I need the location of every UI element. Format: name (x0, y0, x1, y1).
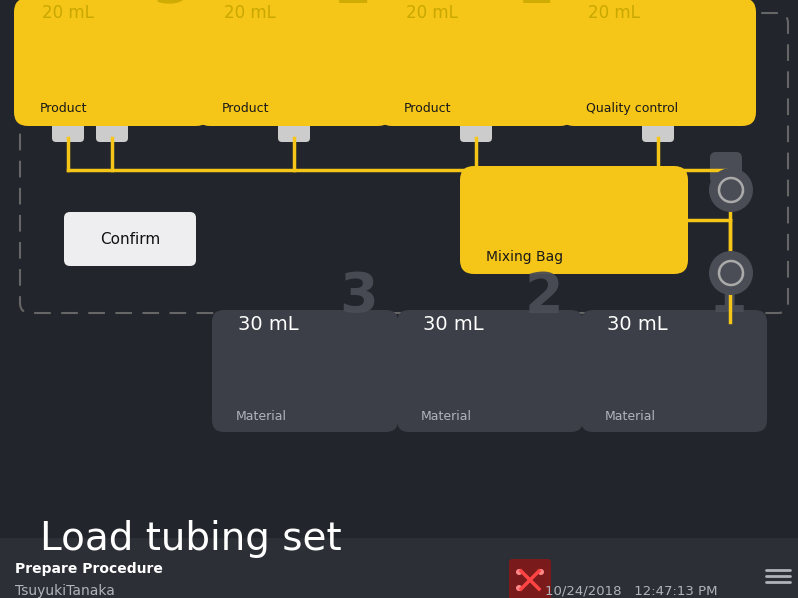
Text: Confirm: Confirm (100, 231, 160, 246)
Text: 30 mL: 30 mL (238, 315, 298, 334)
FancyBboxPatch shape (0, 538, 798, 598)
FancyBboxPatch shape (581, 310, 767, 432)
FancyBboxPatch shape (278, 120, 310, 142)
Circle shape (538, 569, 544, 575)
Text: Load tubing set: Load tubing set (40, 520, 342, 558)
FancyBboxPatch shape (560, 0, 756, 126)
Text: TsuyukiTanaka: TsuyukiTanaka (15, 584, 115, 598)
Text: 10/24/2018   12:47:13 PM: 10/24/2018 12:47:13 PM (545, 584, 717, 597)
Text: Product: Product (40, 102, 88, 115)
Text: 30 mL: 30 mL (423, 315, 484, 334)
Text: Material: Material (236, 410, 287, 423)
Text: Product: Product (222, 102, 270, 115)
FancyBboxPatch shape (96, 120, 128, 142)
Text: 30 mL: 30 mL (607, 315, 668, 334)
Text: 20 mL: 20 mL (42, 4, 94, 22)
Text: 2: 2 (524, 270, 563, 324)
FancyBboxPatch shape (642, 120, 674, 142)
FancyBboxPatch shape (460, 166, 688, 274)
Text: 2: 2 (335, 0, 372, 14)
Text: Prepare Procedure: Prepare Procedure (15, 562, 163, 576)
FancyBboxPatch shape (710, 152, 742, 184)
Text: 20 mL: 20 mL (406, 4, 458, 22)
FancyBboxPatch shape (509, 559, 551, 598)
FancyBboxPatch shape (14, 0, 210, 126)
Circle shape (516, 585, 522, 591)
Circle shape (709, 168, 753, 212)
Text: 20 mL: 20 mL (224, 4, 276, 22)
Circle shape (516, 569, 522, 575)
FancyBboxPatch shape (64, 212, 196, 266)
Text: 3: 3 (339, 270, 378, 324)
Text: Mixing Bag: Mixing Bag (486, 250, 563, 264)
Text: 20 mL: 20 mL (588, 4, 640, 22)
FancyBboxPatch shape (378, 0, 574, 126)
Text: 1: 1 (517, 0, 554, 14)
FancyBboxPatch shape (196, 0, 392, 126)
FancyBboxPatch shape (52, 120, 84, 142)
Text: 1: 1 (709, 270, 747, 324)
Text: Material: Material (421, 410, 472, 423)
Text: Product: Product (404, 102, 452, 115)
Text: Quality control: Quality control (586, 102, 678, 115)
Circle shape (709, 251, 753, 295)
FancyBboxPatch shape (460, 120, 492, 142)
Text: Material: Material (605, 410, 656, 423)
FancyBboxPatch shape (397, 310, 583, 432)
FancyBboxPatch shape (212, 310, 398, 432)
Text: 3: 3 (153, 0, 190, 14)
